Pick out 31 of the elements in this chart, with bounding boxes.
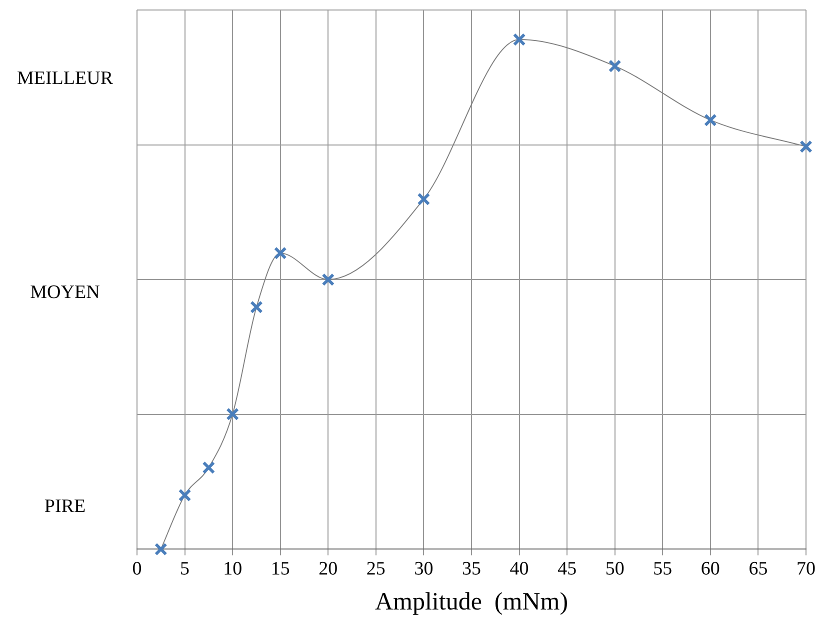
point — [608, 60, 622, 73]
x-tick-label: 20 — [318, 558, 338, 580]
point — [800, 140, 812, 154]
text: PIRE — [44, 496, 86, 518]
x-tick-label: 65 — [748, 558, 768, 580]
x-tick-label: 45 — [558, 558, 577, 580]
x-tick-label: 50 — [605, 558, 624, 580]
point — [178, 488, 192, 502]
point — [202, 461, 216, 474]
x-tick-label: 70 — [796, 558, 816, 580]
point — [250, 300, 263, 314]
point — [226, 408, 240, 421]
x-tick-label: 0 — [132, 558, 142, 580]
point — [154, 542, 168, 556]
x-tick-label: 30 — [414, 558, 434, 580]
x-tick-label: 55 — [653, 558, 672, 580]
point — [704, 114, 717, 127]
x-tick-label: 15 — [270, 558, 290, 580]
point — [274, 246, 287, 260]
point — [417, 192, 430, 206]
x-tick-label: 60 — [700, 558, 720, 580]
text: MEILLEUR — [16, 68, 114, 90]
x-tick-label: 5 — [180, 558, 190, 580]
x-axis-title: Amplitude (mNm) — [374, 588, 568, 616]
x-tick-label: 40 — [510, 558, 529, 580]
point — [512, 33, 526, 46]
x-tick-label: 10 — [223, 558, 242, 580]
x-tick-label: 25 — [366, 558, 386, 580]
point — [322, 273, 335, 286]
x-tick-label: 35 — [462, 558, 481, 580]
text: MOYEN — [30, 282, 100, 304]
